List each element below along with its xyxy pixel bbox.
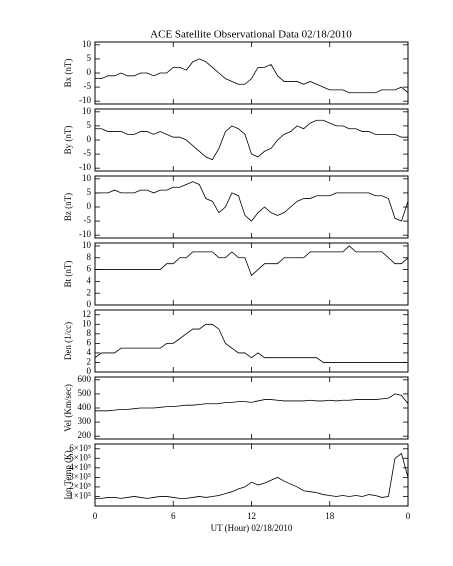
y-axis-label: Vel (Km/sec): [63, 384, 73, 432]
y-tick-label: 0: [87, 67, 92, 77]
y-tick-label: 8: [87, 252, 92, 262]
y-axis-label: Den (1/cc): [63, 322, 73, 360]
panel-frame: [94, 108, 409, 172]
chart-title: ACE Satellite Observational Data 02/18/2…: [150, 29, 352, 41]
data-line: [95, 245, 409, 277]
y-tick-label: 2: [87, 287, 92, 297]
y-tick-label: 10: [82, 39, 92, 49]
y-tick-label: -5: [84, 148, 92, 158]
y-tick-label: 0: [87, 201, 92, 211]
y-tick-label: 200: [78, 430, 92, 440]
y-tick-label: 10: [82, 106, 92, 116]
y-tick-label: 3×10⁵: [69, 471, 91, 481]
y-tick-label: 5: [87, 187, 92, 197]
data-line: [95, 393, 409, 412]
x-tick-label: 0: [406, 511, 411, 521]
y-tick-label: 500: [78, 388, 92, 398]
y-axis-label: Bt (nT): [63, 261, 73, 288]
y-axis-label: By (nT): [63, 126, 73, 155]
y-tick-label: 6: [87, 337, 92, 347]
y-tick-label: 4×10⁵: [69, 462, 91, 472]
y-tick-label: 5×10⁵: [69, 452, 91, 462]
data-line: [95, 58, 409, 94]
y-tick-label: -5: [84, 215, 92, 225]
y-tick-label: 5: [87, 120, 92, 130]
y-tick-label: 1×10⁵: [69, 491, 91, 501]
y-axis-label: Ion Temp (K): [63, 450, 73, 499]
y-tick-label: 400: [78, 402, 92, 412]
y-tick-label: 10: [82, 240, 92, 250]
x-axis-label: UT (Hour) 02/18/2010: [211, 523, 293, 533]
data-line: [94, 323, 408, 363]
y-tick-label: 2: [87, 357, 92, 367]
y-tick-label: 300: [78, 416, 92, 426]
y-tick-label: 0: [87, 366, 92, 376]
y-tick-label: 0: [87, 299, 92, 309]
panel-frame: [94, 242, 409, 306]
y-tick-label: 5: [87, 53, 92, 63]
data-line: [95, 181, 409, 222]
y-tick-label: 8: [87, 328, 92, 338]
y-tick-label: 10: [82, 173, 92, 183]
x-tick-label: 12: [247, 511, 256, 521]
data-line: [95, 452, 409, 499]
y-tick-label: 6: [87, 264, 92, 274]
y-axis-label: Bz (nT): [63, 193, 73, 221]
x-tick-label: 0: [93, 511, 98, 521]
x-tick-label: 18: [325, 511, 335, 521]
y-axis-label: Bx (nT): [63, 59, 73, 88]
y-tick-label: -10: [79, 162, 91, 172]
y-tick-label: 2×10⁵: [69, 481, 91, 491]
y-tick-label: 0: [87, 134, 92, 144]
y-tick-label: -10: [79, 95, 91, 105]
y-tick-label: 10: [82, 318, 92, 328]
y-tick-label: -5: [84, 81, 92, 91]
y-tick-label: 4: [87, 275, 92, 285]
y-tick-label: 6×10⁵: [69, 443, 91, 453]
data-line: [95, 119, 408, 161]
x-tick-label: 6: [171, 511, 176, 521]
y-tick-label: 600: [78, 374, 92, 384]
y-tick-label: 12: [82, 309, 91, 319]
panel-frame: [94, 175, 409, 239]
y-tick-label: -10: [79, 229, 91, 239]
y-tick-label: 4: [87, 347, 92, 357]
panel-frame: [94, 443, 409, 507]
